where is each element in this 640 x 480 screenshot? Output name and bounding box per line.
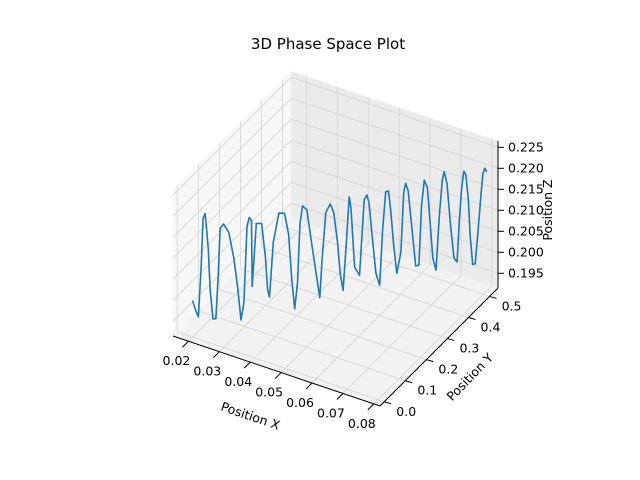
tick-labels: 0.020.030.040.050.060.070.08 0.00.10.20.3… [163, 139, 544, 431]
x-tick-label: 0.05 [255, 385, 283, 400]
y-tick-mark [489, 295, 497, 299]
x-tick-label: 0.03 [193, 364, 221, 379]
axis-panes [173, 71, 498, 406]
y-grid-line-floor [198, 310, 406, 382]
grid-lines [172, 76, 499, 405]
y-tick-label: 0.2 [438, 362, 458, 377]
y-grid-line-floor [219, 289, 427, 361]
x-grid-line-floor [219, 233, 338, 352]
z-tick-label: 0.200 [508, 244, 544, 259]
z-tick-label: 0.220 [508, 160, 544, 175]
y-tick-mark [384, 401, 392, 405]
series-layer [191, 167, 488, 321]
y-tick-label: 0.3 [459, 341, 479, 356]
x-tick-label: 0.07 [317, 405, 345, 420]
z-grid-line-side [172, 140, 292, 259]
x-axis-label: Position X [219, 399, 282, 433]
tick-marks [182, 146, 504, 411]
x-grid-line-floor [280, 254, 400, 373]
y-tick-label: 0.4 [481, 320, 501, 335]
z-grid-line-back [290, 181, 499, 253]
x-tick-mark [212, 351, 220, 359]
y-tick-mark [447, 338, 455, 342]
y-tick-label: 0.1 [417, 383, 437, 398]
x-tick-mark [305, 382, 313, 390]
z-grid-line-side [172, 77, 292, 196]
z-grid-line-back [290, 97, 499, 169]
x-tick-label: 0.02 [163, 353, 191, 368]
z-grid-line-side [172, 119, 292, 238]
z-tick-label: 0.205 [508, 223, 544, 238]
x-tick-mark [182, 340, 189, 348]
z-grid-line-side [172, 98, 292, 217]
y-axis-label: Position Y [443, 350, 496, 404]
z-grid-line-back [290, 76, 499, 148]
x-tick-label: 0.06 [286, 395, 314, 410]
axis-lines [172, 141, 499, 407]
x-tick-mark [243, 361, 251, 369]
z-grid-line-side [172, 161, 292, 280]
z-grid-line-side [172, 182, 292, 301]
x-tick-mark [336, 393, 344, 400]
series-line-0 [191, 167, 488, 321]
x-axis-line [172, 335, 381, 407]
x-grid-line-floor [188, 222, 307, 342]
y-tick-mark [426, 359, 434, 363]
y-tick-label: 0.0 [396, 404, 416, 419]
y-grid-line-floor [240, 268, 448, 339]
x-grid-line-floor [373, 285, 493, 405]
y-grid-line-floor [261, 247, 469, 318]
z-axis-label: Position Z [540, 179, 555, 240]
z-grid-line-back [290, 160, 499, 232]
z-tick-label: 0.195 [508, 265, 544, 280]
z-tick-label: 0.225 [508, 139, 544, 154]
y-tick-label: 0.5 [502, 298, 522, 313]
y-tick-mark [405, 380, 413, 384]
z-tick-label: 0.215 [508, 181, 544, 196]
x-tick-label: 0.08 [348, 416, 376, 431]
x-grid-line-floor [249, 243, 369, 363]
x-tick-mark [274, 372, 282, 379]
x-grid-line-floor [342, 275, 462, 394]
z-grid-line-back [290, 139, 499, 211]
y-grid-line-floor [282, 226, 490, 297]
back-pane [291, 71, 498, 288]
x-grid-line-floor [311, 264, 431, 384]
x-tick-label: 0.04 [224, 374, 252, 389]
y-axis-line [379, 287, 499, 407]
x-tick-mark [367, 403, 375, 411]
y-tick-mark [468, 317, 476, 320]
z-tick-label: 0.210 [508, 202, 544, 217]
y-grid-line-floor [177, 331, 385, 403]
chart-title: 3D Phase Space Plot [251, 35, 405, 53]
